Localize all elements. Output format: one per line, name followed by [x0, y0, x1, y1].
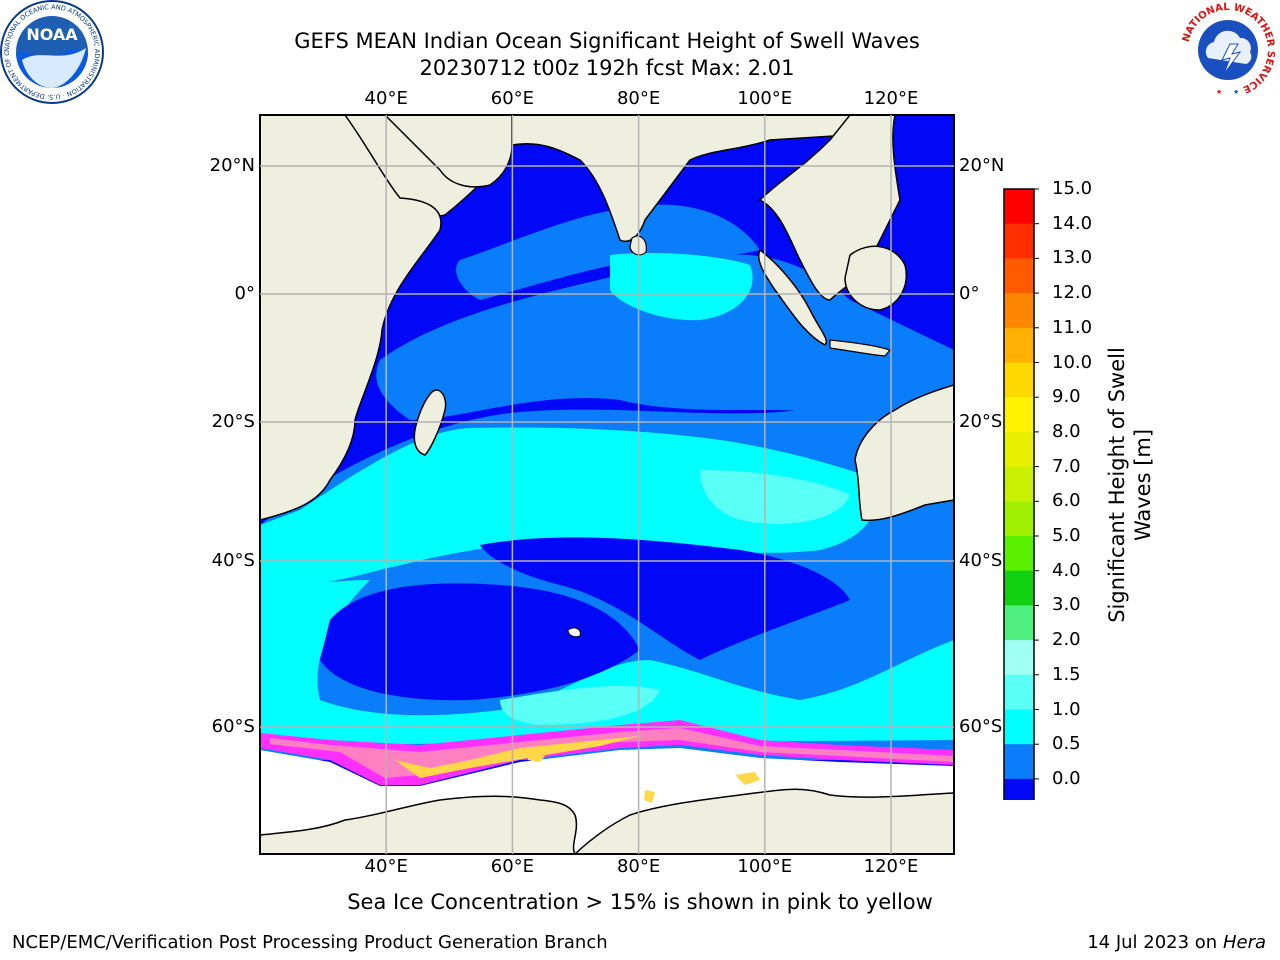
footer-host: Hera [1222, 932, 1266, 953]
colorbar-title-line2: Waves [m] [1131, 428, 1155, 542]
colorbar-swatch [1004, 362, 1034, 398]
map-frame [259, 114, 955, 855]
colorbar-swatch [1004, 327, 1034, 363]
lon-tick-label-top: 80°E [616, 88, 661, 109]
swell-band-1-5-2-0 [700, 470, 850, 524]
lon-tick-label-bottom: 60°E [490, 856, 535, 877]
lat-tick-label-left: 60°S [211, 716, 255, 737]
india-landmass [511, 115, 891, 242]
colorbar-tick-label: 1.5 [1052, 663, 1081, 685]
colorbar-tick-label: 7.0 [1052, 455, 1081, 477]
lon-tick-label-top: 120°E [863, 88, 919, 109]
colorbar-tick-label: 13.0 [1052, 247, 1093, 269]
colorbar-tick-label: 8.0 [1052, 420, 1081, 442]
sea-ice-pink [270, 728, 954, 778]
colorbar-tick-label: 0.0 [1052, 767, 1081, 789]
antarctica-landmass [260, 795, 578, 854]
colorbar-tick-label: 3.0 [1052, 594, 1081, 616]
java-landmass [829, 339, 892, 357]
colorbar-swatch [1004, 293, 1034, 329]
map-panel [259, 114, 955, 855]
lon-tick-label-top: 60°E [490, 88, 535, 109]
lon-tick-label-bottom: 100°E [737, 856, 793, 877]
sea-ice-yellow-patch [644, 790, 655, 803]
lat-tick-label-left: 0° [234, 283, 255, 304]
colorbar-title-line1: Significant Height of Swell [1105, 347, 1129, 623]
colorbar-tick-label: 14.0 [1052, 212, 1093, 234]
colorbar-swatch [1004, 466, 1034, 502]
sumatra-landmass [758, 248, 827, 346]
arabia-landmass [383, 115, 513, 188]
svg-text:★: ★ [1216, 88, 1222, 96]
colorbar-swatch [1004, 778, 1034, 800]
swell-band-0-0-5 [320, 583, 640, 701]
colorbar-tick-label: 4.0 [1052, 559, 1081, 581]
sea-ice-yellow-patch [735, 772, 760, 785]
lat-tick-label-right: 0° [959, 283, 980, 304]
lat-tick-label-left: 40°S [211, 550, 255, 571]
swell-band-0-0-5 [480, 537, 850, 660]
colorbar-swatch [1004, 605, 1034, 641]
africa-landmass [260, 115, 442, 521]
colorbar-tick-label: 12.0 [1052, 282, 1093, 304]
colorbar-swatch [1004, 223, 1034, 259]
kerguelen-island [567, 627, 581, 638]
lat-tick-label-right: 20°N [959, 155, 1005, 176]
colorbar-tick-label: 5.0 [1052, 525, 1081, 546]
swell-band-1-0-1-5 [260, 580, 954, 745]
colorbar-swatch [1004, 536, 1034, 572]
noaa-logo-text: NOAA [26, 25, 78, 44]
sea-ice-yellow-patch [527, 754, 545, 762]
colorbar-tick-label: 2.0 [1052, 629, 1081, 651]
colorbar-swatch [1004, 674, 1034, 710]
colorbar-tick-label: 6.0 [1052, 490, 1081, 512]
graticule [260, 115, 954, 854]
lon-tick-label-bottom: 40°E [364, 856, 408, 877]
colorbar-swatch [1004, 397, 1034, 433]
borneo-landmass [844, 245, 907, 311]
colorbar-tick-label: 15.0 [1052, 178, 1093, 199]
footer-date-text: 14 Jul 2023 on [1087, 932, 1223, 953]
footer-branch: NCEP/EMC/Verification Post Processing Pr… [12, 932, 608, 953]
lat-tick-label-left: 20°S [211, 411, 255, 432]
colorbar-title: Significant Height of Swell Waves [m] [1104, 347, 1156, 623]
nws-logo: NATIONAL WEATHER SERVICE ★ ★ [1179, 1, 1277, 99]
lat-tick-label-right: 60°S [959, 716, 1003, 737]
lat-tick-label-left: 20°N [209, 155, 255, 176]
colorbar-swatch [1004, 189, 1034, 225]
colorbar-tick-label: 9.0 [1052, 386, 1081, 408]
colorbar-swatch [1004, 258, 1034, 294]
colorbar-swatch [1004, 744, 1034, 780]
lat-tick-label-right: 40°S [959, 550, 1003, 571]
colorbar-swatch [1004, 570, 1034, 606]
noaa-logo: NATIONAL OCEANIC AND ATMOSPHERIC ADMINIS… [0, 0, 104, 104]
svg-text:★: ★ [1233, 88, 1239, 96]
colorbar-tick-label: 1.0 [1052, 698, 1081, 720]
colorbar-tick-label: 10.0 [1052, 351, 1093, 373]
colorbar-swatch [1004, 709, 1034, 745]
sea-ice-caption: Sea Ice Concentration > 15% is shown in … [347, 890, 933, 914]
swell-band-1-5-2-0 [500, 685, 660, 725]
colorbar-tick-label: 0.5 [1052, 733, 1081, 755]
colorbar-swatch [1004, 640, 1034, 676]
lat-tick-label-right: 20°S [959, 411, 1003, 432]
lon-tick-label-top: 100°E [737, 88, 793, 109]
footer-date: 14 Jul 2023 on Hera [1087, 932, 1266, 953]
lon-tick-label-bottom: 120°E [863, 856, 919, 877]
lon-tick-label-bottom: 80°E [616, 856, 661, 877]
colorbar-swatch [1004, 431, 1034, 468]
colorbar-tick-label: 11.0 [1052, 316, 1093, 338]
chart-title: GEFS MEAN Indian Ocean Significant Heigh… [294, 29, 920, 53]
colorbar [1003, 188, 1039, 800]
swell-band-1-0-1-5 [610, 253, 753, 321]
swell-band-0-5-1-0 [456, 204, 760, 300]
chart-subtitle: 20230712 t00z 192h fcst Max: 2.01 [419, 56, 795, 80]
sea-ice-yellow [395, 736, 640, 778]
colorbar-swatch [1004, 501, 1034, 537]
lon-tick-label-top: 40°E [364, 88, 408, 109]
